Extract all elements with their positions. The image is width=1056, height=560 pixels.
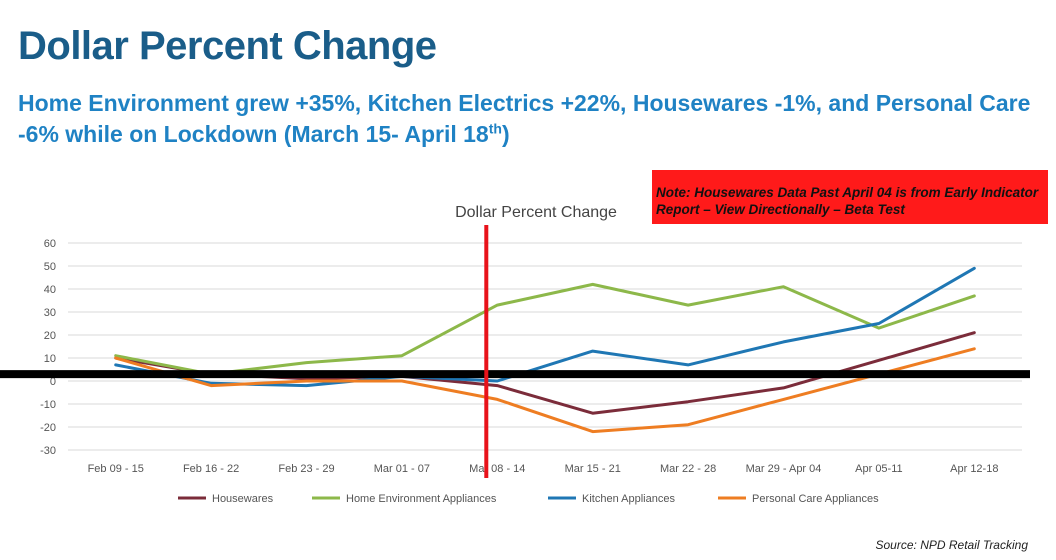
y-tick-label: 0	[50, 376, 56, 388]
x-tick-label: Feb 09 - 15	[88, 463, 144, 475]
page-title: Dollar Percent Change	[18, 24, 437, 68]
legend-label: Housewares	[212, 493, 274, 505]
x-axis-ticks: Feb 09 - 15 Feb 16 - 22 Feb 23 - 29 Mar 01 …	[88, 463, 999, 475]
series-line	[114, 347, 976, 434]
x-tick-label: Mar 08 - 14	[469, 463, 525, 475]
page-subtitle: Home Environment grew +35%, Kitchen Elec…	[18, 88, 1048, 150]
note-box: Note: Housewares Data Past April 04 is f…	[652, 170, 1048, 224]
y-tick-label: 20	[44, 330, 56, 342]
x-tick-label: Apr 05-11	[855, 463, 903, 475]
y-tick-label: -10	[40, 399, 56, 411]
series-line	[114, 282, 976, 376]
subtitle-superscript: th	[488, 120, 502, 137]
series-lines	[114, 266, 976, 434]
y-tick-label: 10	[44, 353, 56, 365]
x-tick-label: Mar 22 - 28	[660, 463, 716, 475]
legend-label: Kitchen Appliances	[582, 493, 675, 505]
y-tick-label: 40	[44, 284, 56, 296]
x-tick-label: Feb 23 - 29	[278, 463, 334, 475]
source-caption: Source: NPD Retail Tracking	[875, 538, 1029, 552]
series-line	[114, 266, 976, 388]
chart-title: Dollar Percent Change	[455, 204, 617, 221]
gridlines	[68, 242, 1022, 451]
overlays	[0, 225, 1030, 478]
x-tick-label: Mar 15 - 21	[565, 463, 621, 475]
legend-label: Personal Care Appliances	[752, 493, 879, 505]
y-tick-label: -20	[40, 422, 56, 434]
x-tick-label: Mar 01 - 07	[374, 463, 430, 475]
y-axis-ticks: -30 -20 -10 0 10 20 30 40 50 60	[40, 238, 56, 457]
x-tick-label: Feb 16 - 22	[183, 463, 239, 475]
y-tick-label: 50	[44, 261, 56, 273]
legend-label: Home Environment Appliances	[346, 493, 497, 505]
subtitle-text: Home Environment grew +35%, Kitchen Elec…	[18, 90, 1031, 147]
legend: Housewares Home Environment Appliances Kit…	[178, 493, 879, 505]
x-tick-label: Mar 29 - Apr 04	[746, 463, 822, 475]
x-tick-label: Apr 12-18	[950, 463, 998, 475]
subtitle-suffix: )	[501, 121, 510, 147]
y-tick-label: 30	[44, 307, 56, 319]
y-tick-label: 60	[44, 238, 56, 250]
y-tick-label: -30	[40, 445, 56, 457]
